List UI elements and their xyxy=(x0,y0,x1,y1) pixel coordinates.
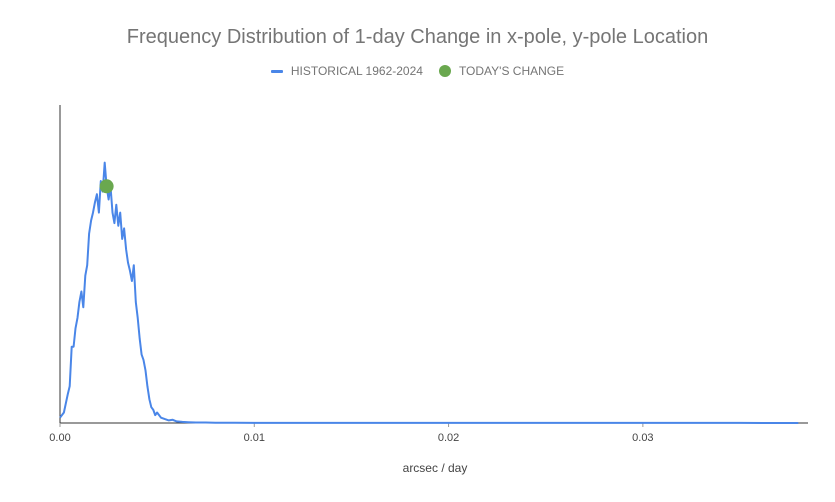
x-axis-label: arcsec / day xyxy=(402,461,468,475)
x-tick-label: 0.03 xyxy=(632,432,653,444)
legend-dot-swatch xyxy=(438,65,451,77)
x-tick-label: 0.00 xyxy=(49,432,70,444)
legend-line-swatch xyxy=(270,69,283,73)
legend-label-historical: HISTORICAL 1962-2024 xyxy=(290,64,423,78)
legend-item-historical[interactable]: HISTORICAL 1962-2024 xyxy=(270,64,423,78)
todays-change-point xyxy=(99,179,114,194)
x-tick-label: 0.02 xyxy=(438,432,459,444)
chart-title: Frequency Distribution of 1-day Change i… xyxy=(126,26,709,48)
x-tick-label: 0.01 xyxy=(244,432,265,444)
chart-legend: HISTORICAL 1962-2024 TODAY'S CHANGE xyxy=(0,64,835,78)
legend-label-today: TODAY'S CHANGE xyxy=(458,64,565,78)
historical-series-line xyxy=(59,161,799,424)
legend-item-today[interactable]: TODAY'S CHANGE xyxy=(438,64,565,78)
